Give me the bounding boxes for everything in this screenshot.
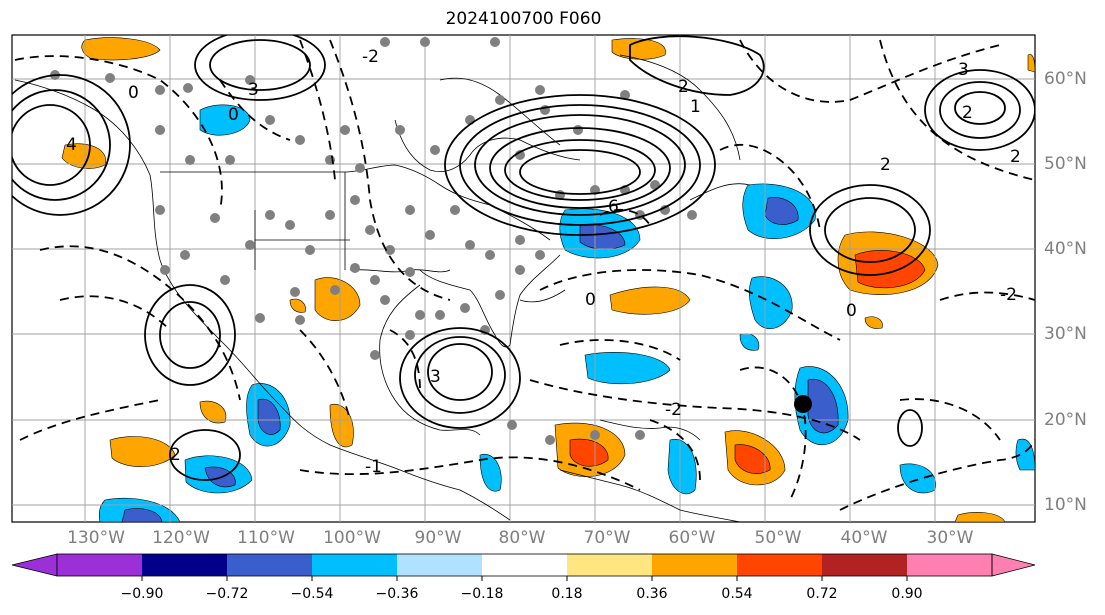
anomaly-region xyxy=(121,508,163,522)
lon-label-50w: 50°W xyxy=(754,528,802,548)
lat-label-20n: 20°N xyxy=(1044,410,1087,430)
contour-label: 0 xyxy=(228,105,239,125)
anomaly-region xyxy=(289,298,306,313)
contour-label: -2 xyxy=(1000,285,1017,305)
colorbar-segment xyxy=(822,554,907,576)
colorbar-segment xyxy=(737,554,822,576)
lon-label-100w: 100°W xyxy=(323,528,381,548)
colorbar-tick-label: −0.90 xyxy=(120,586,164,602)
anomaly-region xyxy=(584,352,671,385)
coastlines-and-borders xyxy=(14,54,751,522)
colorbar-tick-label: 0.54 xyxy=(721,586,753,602)
colorbar-segment xyxy=(907,554,992,576)
contour-label: 2 xyxy=(1010,147,1021,167)
lon-label-130w: 130°W xyxy=(67,528,125,548)
contour-label: -1 xyxy=(365,457,382,477)
anomaly-region xyxy=(854,250,926,289)
lon-label-70w: 70°W xyxy=(583,528,631,548)
contour-label: 0 xyxy=(128,83,139,103)
colorbar-ticks xyxy=(141,576,908,581)
anomaly-region xyxy=(314,277,361,321)
colorbar-segment xyxy=(11,553,58,577)
anomaly-region xyxy=(954,512,1006,522)
contour-label: 2 xyxy=(678,77,689,97)
colorbar-outline xyxy=(56,553,993,577)
contour-label: 1 xyxy=(690,97,701,117)
contour-label: 0 xyxy=(846,301,857,321)
colorbar-tick-label: 0.90 xyxy=(891,586,923,602)
colorbar-segment xyxy=(57,554,142,576)
contour-label: -2 xyxy=(362,47,379,67)
contour-label: 6 xyxy=(608,197,619,217)
lat-label-60n: 60°N xyxy=(1044,69,1087,89)
anomaly-region xyxy=(734,444,771,474)
anomaly-region xyxy=(807,378,839,434)
storm-center-marker xyxy=(794,395,812,413)
colorbar-tick-label: 0.36 xyxy=(636,586,668,602)
colorbar-tick-label: −0.54 xyxy=(290,586,334,602)
colorbar-segment xyxy=(227,554,312,576)
colorbar-segment xyxy=(482,554,567,576)
colorbar-tick-label: −0.18 xyxy=(460,586,504,602)
contour-labels: 0 3 4 6 2 1 3 2 0 -2 -1 -2 -2 2 0 0 3 2 … xyxy=(66,47,1021,477)
colorbar-segment xyxy=(312,554,397,576)
lon-label-120w: 120°W xyxy=(152,528,210,548)
anomaly-region xyxy=(864,316,883,329)
lat-label-40n: 40°N xyxy=(1044,239,1087,259)
anomaly-region xyxy=(569,438,609,467)
colorbar-segment xyxy=(397,554,482,576)
lat-label-30n: 30°N xyxy=(1044,324,1087,344)
colorbar-segment xyxy=(652,554,737,576)
anomaly-region xyxy=(609,286,691,315)
contour-label: 2 xyxy=(962,103,973,123)
colorbar-segment xyxy=(142,554,227,576)
lon-label-60w: 60°W xyxy=(668,528,716,548)
anomaly-region xyxy=(199,104,251,136)
lon-label-30w: 30°W xyxy=(926,528,974,548)
contour-label: 2 xyxy=(880,155,891,175)
anomaly-region xyxy=(579,224,626,250)
colorbar-tick-label: −0.36 xyxy=(375,586,419,602)
positive-contours xyxy=(12,35,1035,481)
plot-title: 2024100700 F060 xyxy=(445,9,602,29)
lon-label-80w: 80°W xyxy=(498,528,546,548)
anomaly-region xyxy=(667,439,697,495)
anomaly-region xyxy=(329,403,354,448)
anomaly-region xyxy=(81,37,161,61)
colorbar-tick-label: 0.72 xyxy=(806,586,838,602)
lon-label-110w: 110°W xyxy=(237,528,295,548)
anomaly-region xyxy=(764,197,799,225)
anomaly-region xyxy=(479,453,502,492)
colorbar-segment xyxy=(991,553,1036,577)
lon-label-90w: 90°W xyxy=(414,528,462,548)
lat-label-10n: 10°N xyxy=(1044,495,1087,515)
anomaly-region xyxy=(257,398,281,435)
lat-label-50n: 50°N xyxy=(1044,154,1087,174)
contour-label: -2 xyxy=(665,400,682,420)
anomaly-region xyxy=(61,143,107,169)
colorbar-segment xyxy=(567,554,652,576)
anomaly-region xyxy=(1027,54,1035,73)
colorbar-tick-label: −0.72 xyxy=(205,586,249,602)
anomaly-region xyxy=(611,38,666,60)
contour-label: 3 xyxy=(248,80,259,100)
anomaly-region xyxy=(109,436,176,467)
colorbar xyxy=(11,553,1036,581)
weather-map: 0 3 4 6 2 1 3 2 0 -2 -1 -2 -2 2 0 0 3 2 … xyxy=(11,34,1036,523)
contour-label: 3 xyxy=(430,367,441,387)
anomaly-region xyxy=(749,276,793,329)
contour-label: 4 xyxy=(66,135,77,155)
contour-label: 0 xyxy=(585,290,596,310)
negative-contours xyxy=(14,39,1035,511)
lat-lon-grid xyxy=(12,35,1035,522)
contour-label: 2 xyxy=(170,445,181,465)
colorbar-tick-label: 0.18 xyxy=(551,586,583,602)
anomaly-region xyxy=(199,400,227,424)
contour-label: 3 xyxy=(958,60,969,80)
lon-label-40w: 40°W xyxy=(840,528,888,548)
